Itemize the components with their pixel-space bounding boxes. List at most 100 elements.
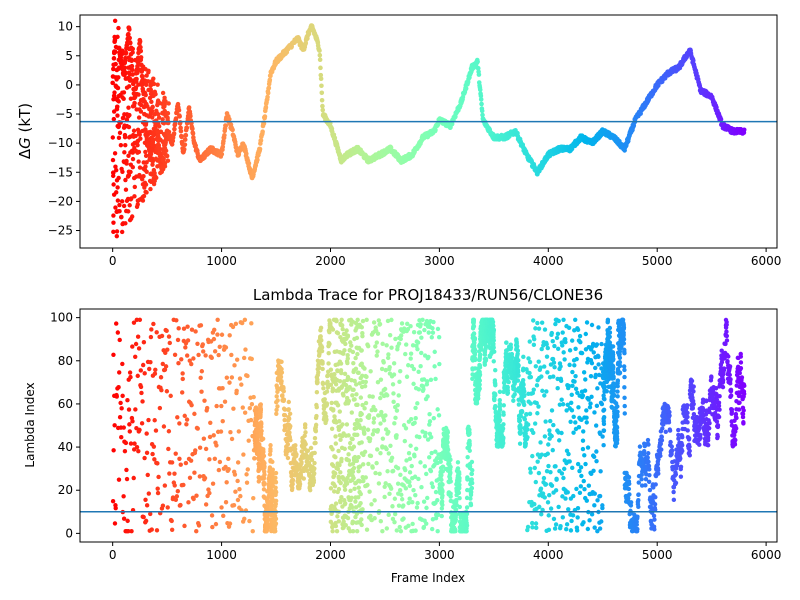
lambda-point <box>349 343 354 348</box>
lambda-point <box>472 357 478 363</box>
lambda-point <box>396 393 401 398</box>
lambda-point <box>307 487 313 493</box>
lambda-point <box>354 458 360 464</box>
lambda-point <box>425 379 430 384</box>
lambda-point <box>455 466 461 471</box>
lambda-point <box>146 491 152 496</box>
delta-g-point <box>320 107 326 113</box>
lambda-point <box>208 420 213 425</box>
lambda-point <box>261 453 267 459</box>
lambda-point <box>424 521 429 526</box>
lambda-point <box>312 466 317 471</box>
lambda-point <box>428 377 434 383</box>
lambda-point <box>127 429 133 434</box>
delta-g-point <box>156 115 162 120</box>
lambda-point <box>413 405 418 411</box>
delta-g-point <box>149 157 154 163</box>
lambda-point <box>433 515 439 521</box>
lambda-point <box>322 397 327 402</box>
lambda-point <box>349 495 354 500</box>
lambda-point <box>356 468 361 474</box>
lambda-point <box>416 387 422 392</box>
delta-g-point <box>114 229 120 234</box>
lambda-point <box>491 323 496 329</box>
lambda-point <box>288 448 293 453</box>
delta-g-point <box>128 169 133 175</box>
lambda-point <box>448 457 453 462</box>
lambda-point <box>358 425 363 431</box>
lambda-point <box>319 345 325 350</box>
lambda-point <box>376 481 382 486</box>
lambda-point <box>497 398 502 403</box>
lambda-point <box>319 337 324 343</box>
delta-g-point <box>317 57 323 63</box>
lambda-point <box>161 424 167 429</box>
lambda-point <box>467 431 472 437</box>
lambda-point <box>335 514 340 519</box>
lambda-point <box>366 461 371 467</box>
delta-g-point <box>230 127 235 133</box>
lambda-point <box>227 521 233 526</box>
lambda-point <box>212 349 218 354</box>
delta-g-point <box>117 202 122 208</box>
lambda-point <box>360 318 366 324</box>
lambda-point <box>404 374 410 379</box>
delta-g-point <box>154 122 160 127</box>
lambda-point <box>416 476 421 482</box>
delta-g-x-tick-label: 6000 <box>751 254 782 268</box>
lambda-point <box>197 474 203 479</box>
lambda-point <box>335 368 340 374</box>
lambda-point <box>361 425 367 431</box>
lambda-point <box>396 341 402 346</box>
lambda-point <box>193 329 198 334</box>
delta-g-point <box>141 104 147 110</box>
lambda-point <box>327 330 332 335</box>
lambda-point <box>370 394 375 399</box>
lambda-point <box>239 320 245 326</box>
lambda-point <box>242 410 248 415</box>
lambda-point <box>195 341 200 346</box>
lambda-point <box>133 341 139 347</box>
delta-g-point <box>150 104 155 110</box>
lambda-point <box>360 507 365 512</box>
lambda-point <box>390 504 395 509</box>
lambda-point <box>313 422 319 428</box>
lambda-point <box>215 317 220 322</box>
lambda-point <box>229 436 235 442</box>
lambda-point <box>185 338 191 343</box>
delta-g-point <box>120 90 125 95</box>
delta-g-point <box>116 66 121 72</box>
lambda-point <box>457 475 462 481</box>
lambda-point <box>436 512 441 517</box>
lambda-point <box>384 446 389 452</box>
lambda-point <box>273 475 278 481</box>
delta-g-point <box>162 146 168 151</box>
lambda-point <box>380 436 386 441</box>
lambda-point <box>445 428 450 434</box>
delta-g-point <box>317 48 322 53</box>
lambda-point <box>385 355 391 361</box>
lambda-point <box>163 364 169 369</box>
delta-g-point <box>123 187 129 192</box>
delta-g-point <box>176 107 182 113</box>
delta-g-point <box>164 153 170 159</box>
lambda-point <box>368 513 373 519</box>
lambda-point <box>235 478 240 484</box>
lambda-point <box>435 326 441 332</box>
lambda-point <box>189 361 194 367</box>
lambda-point <box>288 423 293 429</box>
lambda-point <box>433 376 438 382</box>
lambda-point <box>375 331 381 336</box>
lambda-point <box>127 370 133 375</box>
lambda-point <box>355 402 360 408</box>
lambda-point <box>457 504 462 510</box>
lambda-point <box>382 494 387 500</box>
delta-g-point <box>155 133 161 139</box>
delta-g-point <box>129 63 135 69</box>
lambda-point <box>406 450 412 456</box>
lambda-point <box>386 352 391 357</box>
delta-g-point <box>116 135 122 141</box>
delta-g-point <box>135 59 141 65</box>
lambda-point <box>336 486 342 492</box>
lambda-point <box>410 521 415 527</box>
